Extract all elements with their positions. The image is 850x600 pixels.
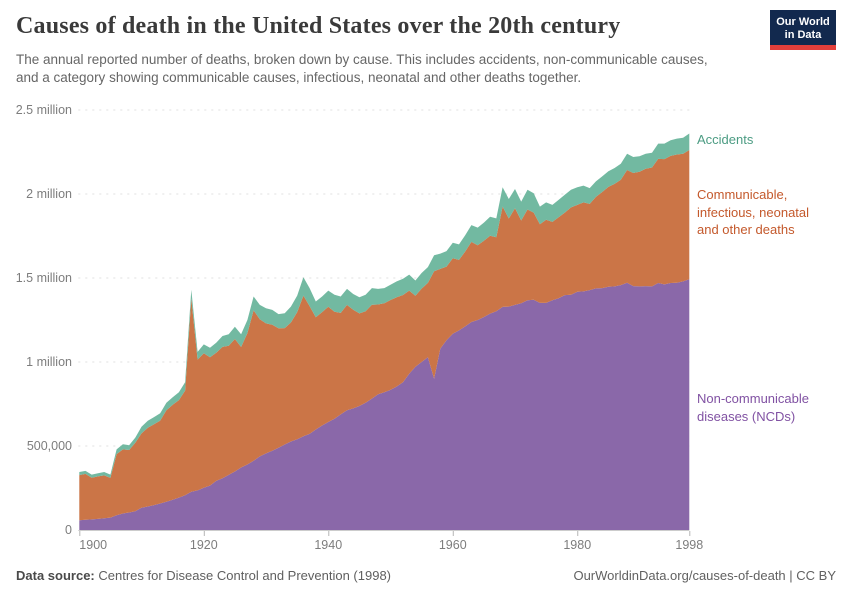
legend-label-ncd[interactable]: Non-communicable diseases (NCDs) <box>697 390 809 425</box>
legend-label-line: Accidents <box>697 132 754 147</box>
data-source-label: Data source: <box>16 568 95 583</box>
legend-label-line: and other deaths <box>697 222 795 237</box>
chart-subtitle: The annual reported number of deaths, br… <box>16 52 708 85</box>
data-source-value: Centres for Disease Control and Preventi… <box>94 568 392 583</box>
area-accidents[interactable] <box>79 133 690 478</box>
y-axis-label: 1 million <box>26 355 72 369</box>
owid-logo[interactable]: Our World in Data <box>770 10 836 50</box>
data-source: Data source: Centres for Disease Control… <box>16 568 391 583</box>
chart-title: Causes of death in the United States ove… <box>16 13 621 39</box>
y-axis-label: 2 million <box>26 187 72 201</box>
x-axis-label: 1940 <box>314 538 343 552</box>
legend-label-line: diseases (NCDs) <box>697 408 796 424</box>
x-axis-label: 1920 <box>189 538 218 552</box>
owid-logo-line2: in Data <box>784 29 822 41</box>
owid-logo-line1: Our World <box>776 16 830 28</box>
y-axis-label: 0 <box>65 523 72 537</box>
legend-label-line: Non-communicable <box>697 391 809 406</box>
area-ncd[interactable] <box>79 279 690 530</box>
legend-label-accidents[interactable]: Accidents <box>697 131 753 149</box>
legend-label-line: infectious, neonatal <box>697 204 810 220</box>
y-axis-label: 500,000 <box>26 439 72 453</box>
area-communicable[interactable] <box>79 150 690 521</box>
legend-label-line: Communicable, <box>697 187 788 202</box>
y-axis-label: 2.5 million <box>15 103 72 117</box>
credit-link[interactable]: OurWorldinData.org/causes-of-death | CC … <box>573 568 836 583</box>
x-axis-label: 1980 <box>563 538 592 552</box>
y-axis-label: 1.5 million <box>15 271 72 285</box>
x-axis-label: 1998 <box>675 538 704 552</box>
x-axis-label: 1900 <box>79 538 108 552</box>
legend-label-communicable[interactable]: Communicable, infectious, neonatal and o… <box>697 186 809 239</box>
x-axis-label: 1960 <box>438 538 467 552</box>
